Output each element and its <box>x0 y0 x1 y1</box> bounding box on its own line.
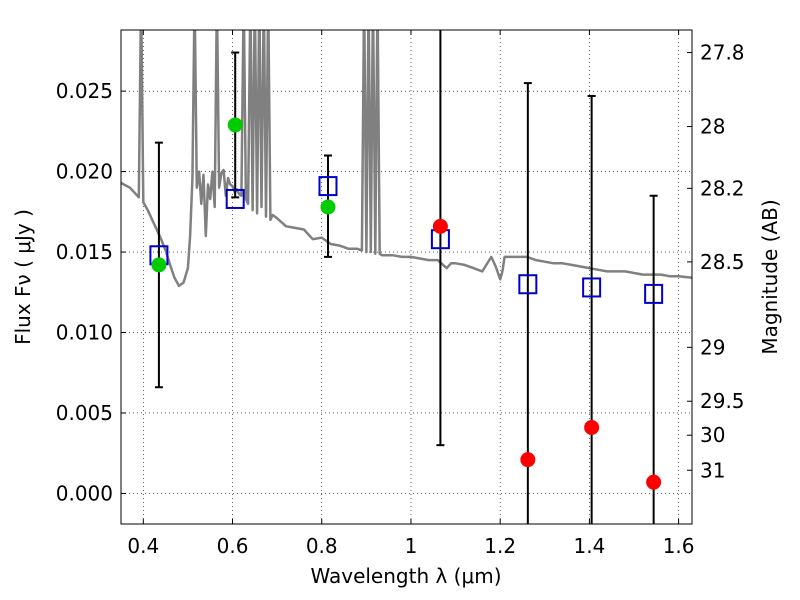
mag-tick-label: 29 <box>700 335 725 359</box>
y-tick-label: 0.000 <box>56 481 113 505</box>
plot-area <box>121 30 692 524</box>
x-tick-label: 1 <box>405 534 418 558</box>
model-square-marker <box>518 274 538 295</box>
mag-tick-label: 27.8 <box>700 41 745 65</box>
y-tick-label: 0.020 <box>56 160 113 184</box>
y2-axis-label: Magnitude (AB) <box>758 199 782 354</box>
non-detection-point <box>646 474 662 490</box>
detection-point <box>320 199 336 215</box>
x-tick-label: 0.6 <box>217 534 249 558</box>
non-detection-point <box>520 452 536 468</box>
model-square-marker <box>318 176 338 197</box>
detection-point <box>227 117 243 133</box>
model-square-marker <box>225 188 245 209</box>
x-axis-label: Wavelength λ (μm) <box>310 564 501 588</box>
model-spectrum-line <box>121 30 692 288</box>
y-tick-label: 0.015 <box>56 240 113 264</box>
plot-frame <box>120 29 693 525</box>
mag-tick-label: 28.5 <box>700 250 745 274</box>
y-axis-label: Flux Fν ( μJy ) <box>11 209 35 345</box>
x-tick-label: 0.4 <box>127 534 159 558</box>
mag-tick-label: 28 <box>700 115 725 139</box>
detection-point <box>151 257 167 273</box>
y-tick-label: 0.005 <box>56 401 113 425</box>
non-detection-point <box>432 218 448 234</box>
y-tick-label: 0.010 <box>56 321 113 345</box>
grid-lines <box>121 30 692 524</box>
mag-tick-label: 30 <box>700 423 725 447</box>
axis-ticks: 0.4 0.6 0.8 1 1.2 1.4 1.6 0.000 0.005 0.010 0.015 0… <box>56 30 745 558</box>
x-tick-label: 1.6 <box>663 534 695 558</box>
x-tick-label: 0.8 <box>306 534 338 558</box>
y-tick-label: 0.025 <box>56 79 113 103</box>
non-detection-point <box>584 419 600 435</box>
x-tick-label: 1.4 <box>573 534 605 558</box>
model-square-marker <box>582 277 602 298</box>
mag-tick-label: 29.5 <box>700 389 745 413</box>
model-square-marker <box>644 283 664 304</box>
x-tick-label: 1.2 <box>484 534 516 558</box>
mag-tick-label: 28.2 <box>700 176 745 200</box>
mag-tick-label: 31 <box>700 458 725 482</box>
